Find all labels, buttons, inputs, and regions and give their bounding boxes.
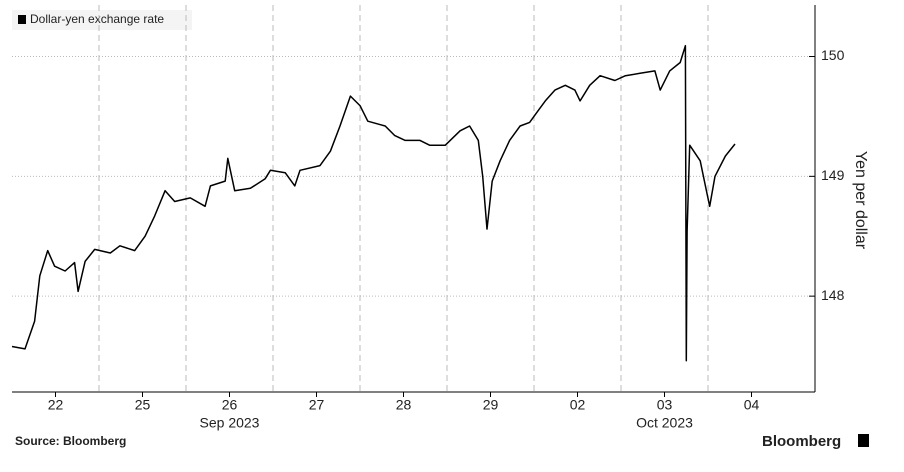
x-tick-label: 03 bbox=[657, 397, 673, 413]
x-tick-label: 27 bbox=[309, 397, 325, 413]
source: Source: Bloomberg bbox=[15, 434, 126, 448]
brand-logo bbox=[858, 434, 869, 447]
legend-box bbox=[12, 10, 192, 30]
x-sublabel: Oct 2023 bbox=[636, 415, 693, 431]
x-tick-label: 28 bbox=[396, 397, 412, 413]
legend-swatch bbox=[18, 15, 26, 24]
series-line bbox=[11, 44, 736, 362]
x-tick-label: 22 bbox=[48, 397, 64, 413]
x-sublabel: Sep 2023 bbox=[200, 415, 260, 431]
y-tick-label: 150 bbox=[821, 47, 845, 63]
x-tick-label: 29 bbox=[483, 397, 499, 413]
legend-label: Dollar-yen exchange rate bbox=[30, 12, 164, 26]
x-tick-label: 26 bbox=[222, 397, 238, 413]
y-tick-label: 148 bbox=[821, 287, 845, 303]
x-tick-label: 25 bbox=[135, 397, 151, 413]
y-tick-label: 149 bbox=[821, 167, 845, 183]
x-tick-label: 02 bbox=[570, 397, 586, 413]
x-tick-label: 04 bbox=[744, 397, 760, 413]
y-axis-label: Yen per dollar bbox=[852, 151, 869, 250]
brand: Bloomberg bbox=[762, 433, 841, 450]
